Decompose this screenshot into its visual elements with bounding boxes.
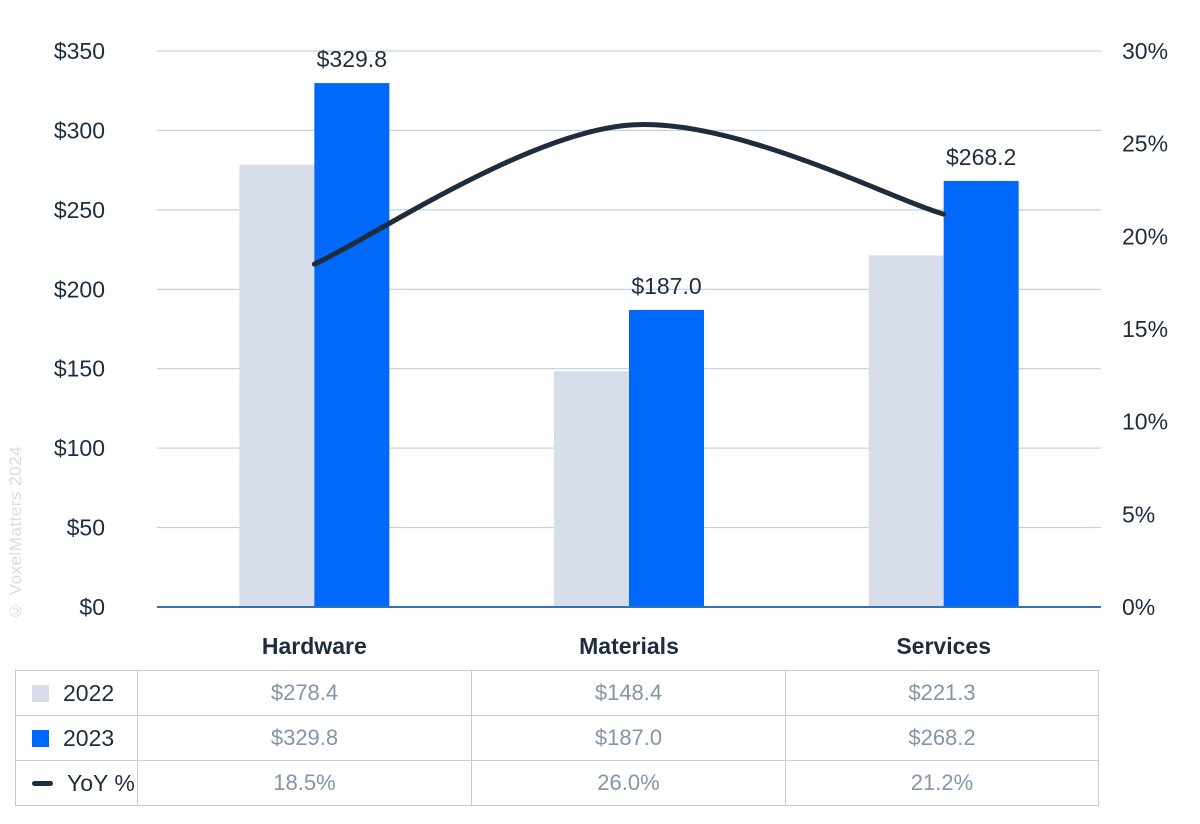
table-value-yoy-materials: 26.0%: [471, 760, 786, 806]
bar-2023-materials: [629, 309, 704, 607]
legend-label-2022: 2022: [63, 679, 115, 706]
revenue-combo-chart: $0 $50 $100 $150 $200 $250 $300 $350 0% 5% 10% 15% 2…: [54, 38, 1168, 659]
table-value-2023-materials: $187.0: [471, 715, 786, 761]
table-value-2022-services: $221.3: [785, 670, 1099, 716]
legend-swatch-2023: [32, 729, 49, 747]
table-value-yoy-hardware: 18.5%: [137, 760, 472, 806]
legend-cell-2023: 2023: [15, 715, 138, 761]
legend-label-2023: 2023: [63, 724, 115, 751]
category-label-services: Services: [896, 633, 991, 659]
legend-data-table: 2022 $278.4 $148.4 $221.3 2023 $329.8 $1…: [15, 670, 1099, 806]
left-axis-tick: $50: [67, 515, 105, 541]
left-axis-tick: $100: [54, 435, 105, 461]
legend-label-yoy: YoY %: [67, 769, 135, 796]
right-axis-tick: 30%: [1122, 38, 1168, 64]
yoy-line: [311, 122, 947, 267]
table-value-2022-materials: $148.4: [471, 670, 786, 716]
table-value-2023-services: $268.2: [785, 715, 1099, 761]
legend-cell-yoy: YoY %: [15, 760, 138, 806]
right-axis-tick: 5%: [1122, 501, 1155, 527]
left-axis-tick: $200: [54, 276, 105, 302]
table-row-2023: 2023 $329.8 $187.0 $268.2: [15, 715, 1099, 761]
data-label-2023-hardware: $329.8: [317, 46, 387, 72]
legend-swatch-2022: [32, 684, 49, 702]
left-axis-tick: $350: [54, 38, 105, 64]
table-value-yoy-services: 21.2%: [785, 760, 1099, 806]
category-label-hardware: Hardware: [262, 633, 367, 659]
left-axis-tick: $250: [54, 197, 105, 223]
right-axis-tick: 0%: [1122, 594, 1155, 620]
right-axis-tick: 15%: [1122, 316, 1168, 342]
table-row-yoy: YoY % 18.5% 26.0% 21.2%: [15, 760, 1099, 806]
right-axis-tick: 10%: [1122, 409, 1168, 435]
legend-cell-2022: 2022: [15, 670, 138, 716]
bar-2023-hardware: [314, 83, 390, 608]
legend-dash-yoy-icon: [32, 780, 53, 786]
table-value-2022-hardware: $278.4: [137, 670, 472, 716]
table-value-2023-hardware: $329.8: [137, 715, 472, 761]
right-axis-tick: 25%: [1122, 131, 1168, 157]
bar-2022-hardware: [239, 164, 315, 608]
bar-2022-services: [868, 255, 944, 607]
category-label-materials: Materials: [579, 633, 679, 659]
data-label-2023-materials: $187.0: [631, 273, 701, 299]
bar-2022-materials: [554, 371, 629, 607]
table-row-2022: 2022 $278.4 $148.4 $221.3: [15, 670, 1099, 716]
watermark: © VoxelMatters 2024: [6, 445, 25, 620]
left-axis-tick: $150: [54, 356, 105, 382]
data-label-2023-services: $268.2: [946, 144, 1016, 170]
bar-2023-services: [943, 180, 1019, 608]
left-axis-tick: $300: [54, 117, 105, 143]
right-axis-tick: 20%: [1122, 223, 1168, 249]
left-axis-tick: $0: [79, 594, 105, 620]
